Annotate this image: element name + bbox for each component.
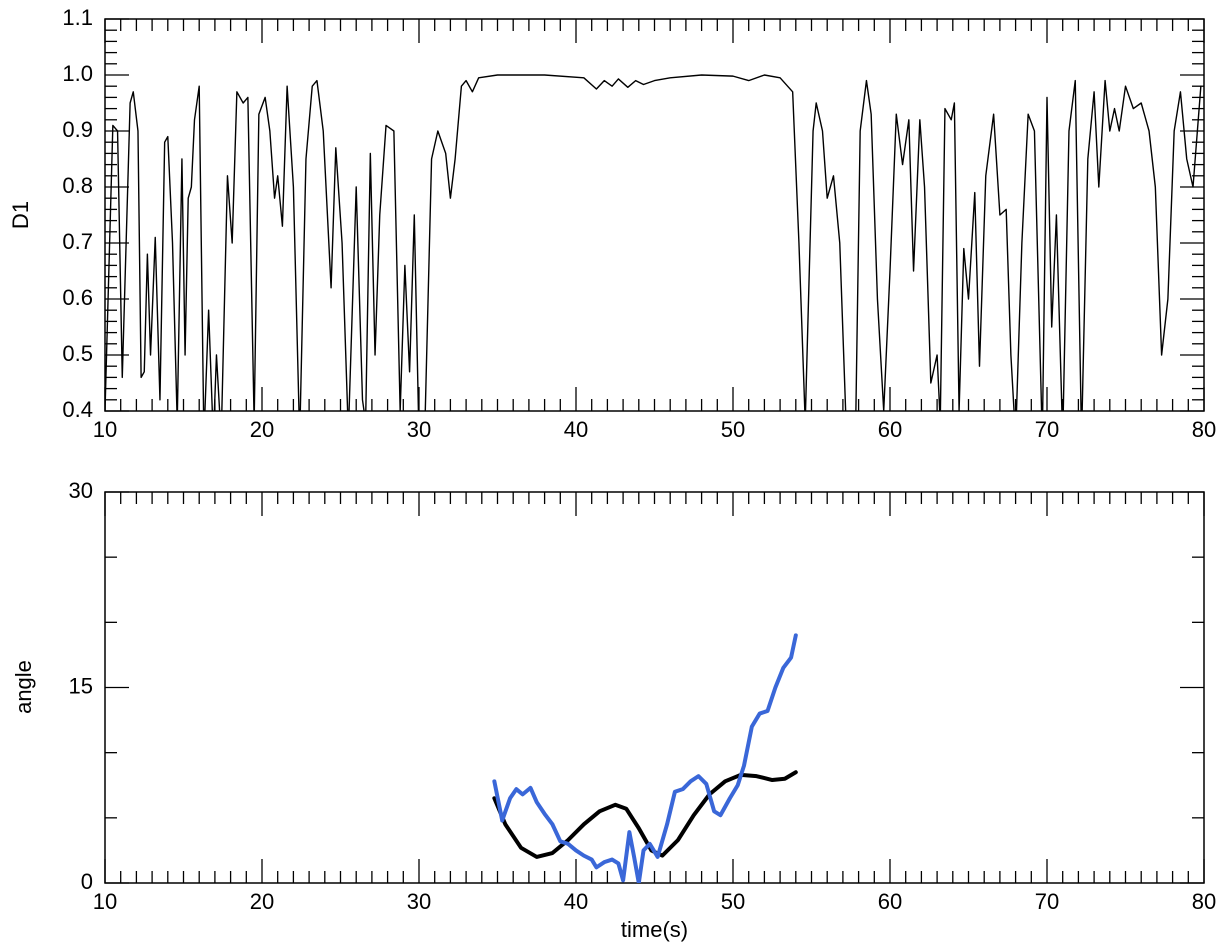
x-tick-label: 10 [93, 889, 117, 914]
data-line [492, 770, 798, 859]
x-tick-label: 80 [1192, 889, 1216, 914]
y-tick-label: 0.9 [62, 117, 93, 142]
y-tick-label: 0 [81, 869, 93, 894]
x-tick-label: 70 [1035, 417, 1059, 442]
x-tick-label: 80 [1192, 417, 1216, 442]
y-tick-label: 15 [69, 673, 93, 698]
y-axis-label: angle [11, 660, 36, 714]
y-tick-label: 0.6 [62, 285, 93, 310]
y-tick-label: 0.7 [62, 229, 93, 254]
x-tick-label: 50 [721, 889, 745, 914]
data-line [492, 633, 798, 883]
x-tick-label: 40 [564, 889, 588, 914]
data-line [105, 74, 1202, 411]
x-tick-label: 70 [1035, 889, 1059, 914]
plot-frame [104, 491, 1205, 884]
y-axis-label: D1 [8, 201, 33, 229]
x-tick-label: 10 [93, 417, 117, 442]
x-tick-label: 20 [250, 889, 274, 914]
y-tick-label: 0.5 [62, 341, 93, 366]
y-tick-label: 0.8 [62, 173, 93, 198]
y-tick-label: 0.4 [62, 397, 93, 422]
y-tick-label: 1.1 [62, 5, 93, 30]
y-tick-label: 30 [69, 478, 93, 503]
x-tick-label: 60 [878, 417, 902, 442]
x-tick-label: 20 [250, 417, 274, 442]
x-tick-label: 30 [407, 417, 431, 442]
y-tick-label: 1.0 [62, 61, 93, 86]
x-tick-label: 40 [564, 417, 588, 442]
x-axis-label: time(s) [621, 917, 688, 942]
x-tick-label: 50 [721, 417, 745, 442]
plot-frame [104, 18, 1205, 412]
x-tick-label: 30 [407, 889, 431, 914]
x-tick-label: 60 [878, 889, 902, 914]
